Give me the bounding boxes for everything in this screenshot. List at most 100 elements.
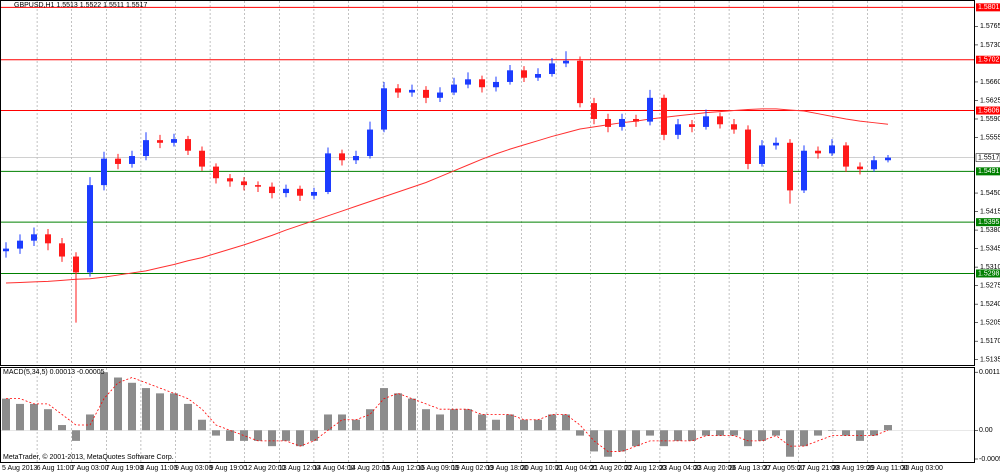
macd-bar [16,403,24,431]
price-panel [1,6,975,323]
macd-signal [6,377,889,452]
candle-body [185,139,191,151]
candle-body [31,234,37,241]
x-tick-label: 12 Aug 20:00 [244,465,285,472]
x-tick-label: 19 Aug 18:00 [486,465,527,472]
macd-bar [380,388,388,431]
macd-bar [86,414,94,431]
x-tick-label: 21 Aug 20:00 [590,465,631,472]
macd-bar [72,430,80,441]
candle-body [843,145,849,167]
macd-bar [688,430,696,441]
macd-bar [492,419,500,431]
level-label: 1.5801 [978,4,1000,11]
macd-bar [44,409,52,431]
level-box [976,167,1000,176]
macd-bar [814,430,822,436]
y-tick-label: -0.00057 [979,456,1000,463]
macd-bar [114,377,122,431]
macd-bar [156,393,164,431]
macd-bar [282,430,290,441]
candle-body [199,150,205,167]
candle-body [367,129,373,157]
candle-body [647,97,653,122]
candle-body [381,88,387,130]
x-tick-label: 27 Aug 21:00 [798,465,839,472]
x-tick-label: 28 Aug 19:00 [832,465,873,472]
candle-body [479,79,485,88]
macd-bar [506,414,514,431]
macd-bar [100,372,108,431]
macd-bar [142,388,150,431]
x-tick-label: 9 Aug 19:00 [210,465,247,472]
candle-body [87,185,93,273]
x-tick-label: 6 Aug 11:00 [37,465,74,472]
candle-body [591,103,597,119]
candle-body [787,142,793,191]
candle-body [213,166,219,179]
candle-body [563,60,569,64]
x-tick-label: 8 Aug 11:00 [140,465,177,472]
candle-body [535,74,541,78]
macd-bar [310,430,318,441]
candle-body [409,89,415,93]
macd-bar [128,382,136,431]
level-box [976,269,1000,278]
y-tick-label: 1.5380 [980,227,1000,234]
candle-body [101,158,107,186]
candle-body [829,145,835,154]
macd-bar [422,409,430,431]
candle-body [857,166,863,170]
candle-body [717,116,723,125]
y-tick-label: 1.5135 [980,357,1000,364]
macd-bar [800,430,808,447]
macd-bar [268,430,276,447]
candle-body [703,116,709,127]
x-tick-label: 23 Aug 04:00 [659,465,700,472]
macd-bar [786,430,794,457]
candle-body [549,63,555,75]
y-tick-label: 1.5555 [980,134,1000,141]
y-tick-label: 1.5345 [980,245,1000,252]
level-box [976,3,1000,12]
x-tick-label: 29 Aug 11:00 [867,465,908,472]
candle-body [675,124,681,135]
macd-bar [198,419,206,431]
candle-body [759,145,765,164]
chart-title: GBPUSD,H1 1.5513 1.5522 1.5511 1.5517 [14,2,147,9]
level-box [976,106,1000,115]
macd-bar [674,430,682,441]
macd-bar [30,403,38,431]
macd-bar [576,430,584,436]
candle-body [465,79,471,85]
macd-bar [646,430,654,436]
candle-body [731,124,737,130]
x-tick-label: 23 Aug 20:00 [694,465,735,472]
last-price-box [975,153,1000,162]
macd-bar [352,419,360,431]
macd-bar [758,430,766,441]
candle-body [815,150,821,154]
candle-body [143,140,149,157]
x-tick-label: 7 Aug 03:00 [71,465,108,472]
candle-body [3,248,9,252]
x-tick-label: 22 Aug 12:00 [625,465,666,472]
macd-bar [562,414,570,431]
moving-average [5,108,889,284]
y-tick-label: 1.5590 [980,116,1000,123]
candle-body [521,70,527,78]
macd-frame [0,367,975,463]
macd-bar [366,409,374,431]
candle-body [283,188,289,194]
macd-bar [604,430,612,457]
macd-bar [828,430,836,431]
candle-body [115,158,121,164]
y-tick-label: 1.5415 [980,208,1000,215]
macd-bar [254,430,262,441]
level-label: 1.5298 [978,270,1000,277]
candle-body [395,88,401,93]
y-tick-label: 1.5275 [980,282,1000,289]
y-tick-label: 1.5730 [980,42,1000,49]
level-box [976,55,1000,64]
